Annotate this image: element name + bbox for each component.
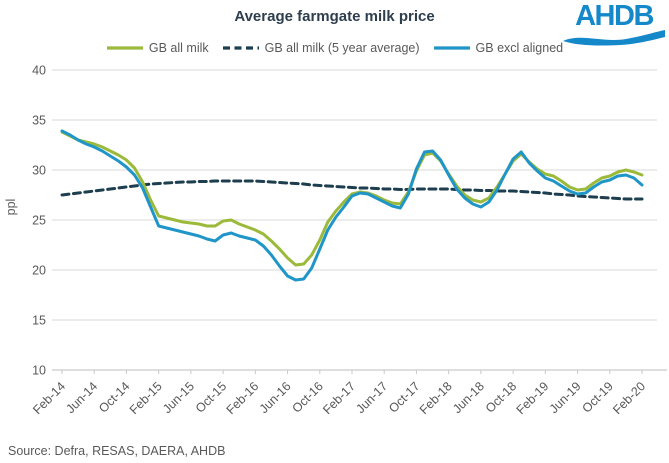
legend-swatch-icon [106, 46, 143, 50]
chart-legend: GB all milk GB all milk (5 year average) G… [0, 41, 669, 55]
y-tick-label: 30 [32, 164, 46, 178]
ahdb-logo-text: AHDB [575, 0, 654, 32]
legend-label: GB excl aligned [475, 41, 564, 55]
x-tick-label: Oct-19 [579, 379, 615, 415]
x-tick-label: Jun-18 [450, 379, 487, 416]
x-tick-label: Feb-15 [127, 379, 165, 417]
ahdb-logo: AHDB [563, 2, 665, 46]
x-tick-label: Oct-17 [386, 379, 422, 415]
legend-item-0: GB all milk [106, 41, 209, 55]
x-tick-label: Feb-16 [224, 379, 262, 417]
plot-area: 10152025303540pplFeb-14Jun-14Oct-14Feb-1… [4, 64, 667, 417]
x-tick-label: Jun-15 [160, 379, 197, 416]
x-tick-label: Feb-18 [417, 379, 455, 417]
x-tick-label: Oct-14 [96, 379, 132, 415]
legend-label: GB all milk (5 year average) [264, 41, 420, 55]
x-tick-label: Oct-16 [289, 379, 325, 415]
series-line-1 [60, 179, 644, 201]
legend-item-2: GB excl aligned [433, 41, 564, 55]
ahdb-wave-icon [563, 30, 665, 46]
y-tick-label: 10 [32, 364, 46, 378]
y-tick-label: 40 [32, 64, 46, 78]
y-tick-label: 20 [32, 264, 46, 278]
x-tick-label: Feb-20 [610, 379, 648, 417]
x-tick-label: Jun-14 [63, 379, 100, 416]
x-tick-label: Oct-18 [483, 379, 519, 415]
x-tick-label: Oct-15 [193, 379, 229, 415]
legend-swatch-icon [222, 46, 259, 50]
series-line-0 [60, 130, 644, 267]
legend-swatch-icon [433, 46, 470, 50]
y-tick-label: 35 [32, 114, 46, 128]
legend-label: GB all milk [148, 41, 209, 55]
chart-title: Average farmgate milk price [234, 8, 435, 25]
x-tick-label: Jun-16 [257, 379, 294, 416]
x-tick-label: Jun-19 [547, 379, 584, 416]
x-tick-label: Jun-17 [353, 379, 390, 416]
series-line-2 [60, 129, 644, 282]
y-tick-label: 15 [32, 314, 46, 328]
y-tick-label: 25 [32, 214, 46, 228]
x-tick-label: Feb-17 [320, 379, 358, 417]
x-tick-label: Feb-19 [514, 379, 552, 417]
y-axis-label: ppl [4, 199, 18, 216]
x-tick-label: Feb-14 [30, 379, 68, 417]
source-text: Source: Defra, RESAS, DAERA, AHDB [8, 444, 226, 458]
legend-item-1: GB all milk (5 year average) [222, 41, 420, 55]
